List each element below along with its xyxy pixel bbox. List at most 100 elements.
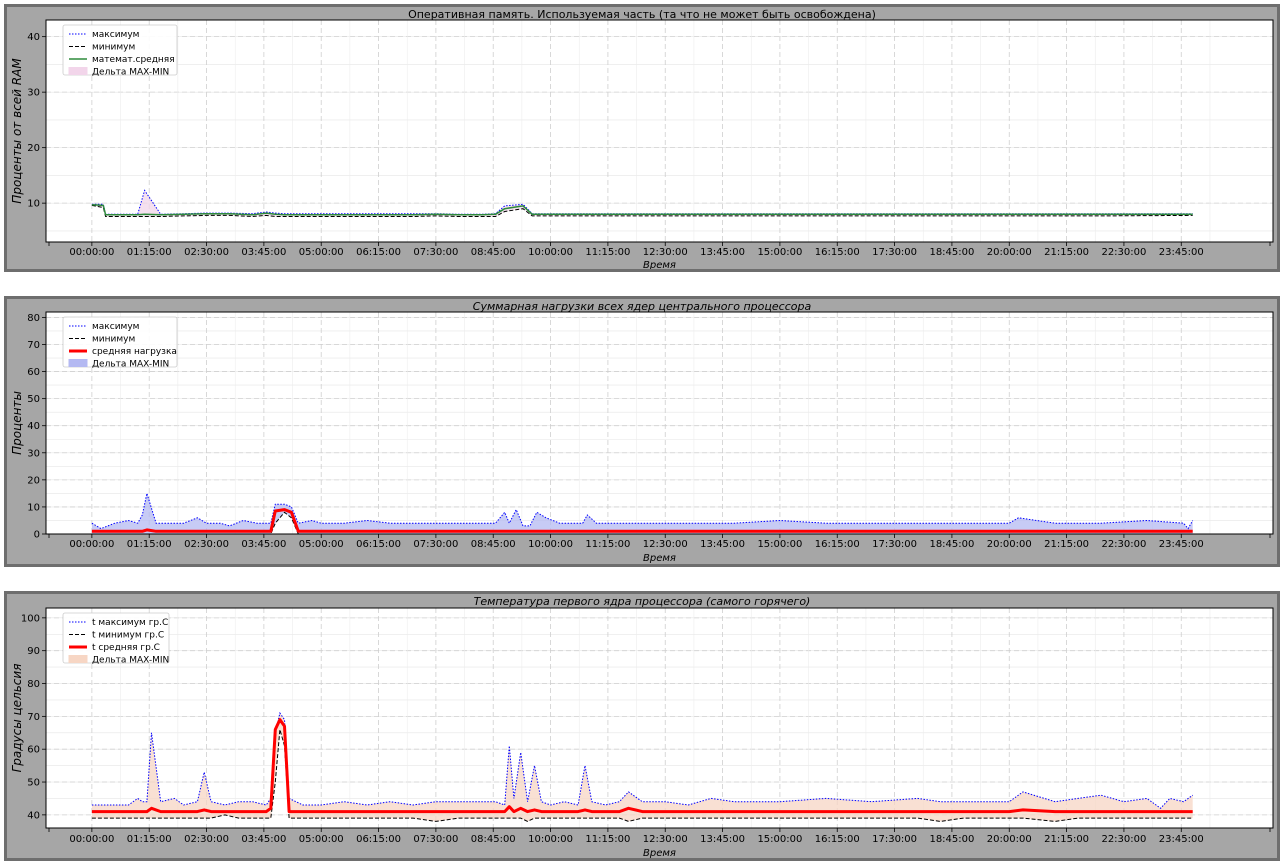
x-tick-label: 21:15:00 (1044, 539, 1089, 550)
y-axis-label: Проценты (10, 391, 24, 455)
cpu-temp-chart: Температура первого ядра процессора (сам… (7, 594, 1277, 858)
x-tick-label: 02:30:00 (184, 247, 229, 258)
y-tick-label: 0 (34, 530, 40, 541)
x-tick-label: 23:45:00 (1159, 539, 1204, 550)
y-tick-label: 30 (27, 88, 40, 99)
x-tick-label: 03:45:00 (241, 247, 286, 258)
y-tick-label: 10 (27, 502, 40, 513)
min-series-line (91, 729, 1193, 822)
y-tick-label: 40 (27, 421, 40, 432)
plot-area (46, 20, 1273, 242)
x-axis-label: Время (643, 848, 676, 858)
y-tick-label: 30 (27, 448, 40, 459)
x-tick-label: 01:15:00 (127, 539, 172, 550)
legend-label: математ.средняя (92, 55, 175, 65)
y-tick-label: 20 (27, 143, 40, 154)
x-tick-label: 21:15:00 (1044, 834, 1089, 845)
x-tick-label: 00:00:00 (69, 834, 114, 845)
x-tick-label: 13:45:00 (700, 834, 745, 845)
y-axis-label: Проценты от всей RAM (10, 58, 24, 204)
legend-label: t средняя гр.С (92, 643, 160, 653)
cpu-temp-chart-panel: Температура первого ядра процессора (сам… (4, 591, 1280, 861)
legend-label: средняя нагрузка (92, 347, 177, 357)
ram-chart: Оперативная память. Используемая часть (… (7, 7, 1277, 269)
x-tick-label: 11:15:00 (585, 247, 630, 258)
y-tick-label: 60 (27, 745, 40, 756)
x-tick-label: 18:45:00 (929, 834, 974, 845)
x-tick-label: 06:15:00 (356, 247, 401, 258)
x-tick-label: 20:00:00 (987, 247, 1032, 258)
x-tick-label: 10:00:00 (528, 539, 573, 550)
x-tick-label: 11:15:00 (585, 539, 630, 550)
x-tick-label: 02:30:00 (184, 834, 229, 845)
min-series-line (91, 204, 1193, 218)
x-tick-label: 22:30:00 (1101, 247, 1146, 258)
y-tick-label: 80 (27, 679, 40, 690)
x-tick-label: 21:15:00 (1044, 247, 1089, 258)
legend-box (62, 24, 178, 76)
x-tick-label: 02:30:00 (184, 539, 229, 550)
chart-title: Температура первого ядра процессора (сам… (474, 595, 811, 608)
y-tick-label: 50 (27, 778, 40, 789)
title-bar (7, 299, 1277, 312)
y-tick-label: 20 (27, 475, 40, 486)
title-bar (7, 7, 1277, 20)
x-tick-label: 16:15:00 (815, 834, 860, 845)
x-tick-label: 12:30:00 (643, 834, 688, 845)
avg-series-line (91, 204, 1193, 216)
delta-fill-area (91, 493, 1193, 534)
cpu-load-chart-panel: Суммарная нагрузки всех ядер центральног… (4, 296, 1280, 567)
x-tick-label: 18:45:00 (929, 539, 974, 550)
legend-label: максимум (92, 30, 139, 40)
x-tick-label: 05:00:00 (299, 539, 344, 550)
plot-area (46, 608, 1273, 828)
x-tick-label: 16:15:00 (815, 539, 860, 550)
x-tick-label: 06:15:00 (356, 539, 401, 550)
y-tick-label: 70 (27, 712, 40, 723)
legend-box (62, 612, 170, 664)
legend-box (62, 316, 178, 368)
x-tick-label: 13:45:00 (700, 247, 745, 258)
y-tick-label: 90 (27, 646, 40, 657)
y-tick-label: 70 (27, 340, 40, 351)
x-axis-label: Время (643, 553, 676, 564)
y-axis-label: Градусы цельсия (10, 664, 24, 773)
chart-title: Суммарная нагрузки всех ядер центральног… (473, 300, 812, 313)
x-tick-label: 18:45:00 (929, 247, 974, 258)
legend-label: максимум (92, 322, 139, 332)
legend: максимум минимум средняя нагрузка Дельта MA… (62, 316, 178, 370)
x-tick-label: 15:00:00 (757, 834, 802, 845)
plot-frame (45, 311, 1274, 535)
y-tick-label: 40 (27, 810, 40, 821)
legend-swatch-fill (68, 655, 88, 663)
x-tick-label: 11:15:00 (585, 834, 630, 845)
x-tick-label: 05:00:00 (299, 834, 344, 845)
y-tick-label: 60 (27, 367, 40, 378)
x-tick-label: 03:45:00 (241, 834, 286, 845)
x-tick-label: 13:45:00 (700, 539, 745, 550)
x-tick-label: 17:30:00 (872, 834, 917, 845)
x-axis-label: Время (643, 260, 676, 269)
legend-label: Дельта MAX-MIN (92, 68, 169, 78)
plot-frame (45, 19, 1274, 243)
x-tick-label: 08:45:00 (471, 247, 516, 258)
x-tick-label: 05:00:00 (299, 247, 344, 258)
x-tick-label: 12:30:00 (643, 539, 688, 550)
y-tick-label: 40 (27, 32, 40, 43)
cpu-load-chart: Суммарная нагрузки всех ядер центральног… (7, 299, 1277, 564)
legend: t максимум гр.С t минимум гр.С t средняя г… (62, 612, 170, 666)
ram-chart-panel: Оперативная память. Используемая часть (… (4, 4, 1280, 272)
legend-label: Дельта MAX-MIN (92, 656, 169, 666)
x-tick-label: 23:45:00 (1159, 834, 1204, 845)
x-tick-label: 07:30:00 (413, 247, 458, 258)
legend-label: минимум (92, 43, 135, 53)
legend-label: t максимум гр.С (92, 618, 168, 628)
x-tick-label: 17:30:00 (872, 539, 917, 550)
x-tick-label: 20:00:00 (987, 834, 1032, 845)
y-tick-label: 10 (27, 199, 40, 210)
x-tick-label: 08:45:00 (471, 539, 516, 550)
legend-label: t минимум гр.С (92, 631, 164, 641)
legend-label: Дельта MAX-MIN (92, 360, 169, 370)
x-tick-label: 03:45:00 (241, 539, 286, 550)
x-tick-label: 16:15:00 (815, 247, 860, 258)
